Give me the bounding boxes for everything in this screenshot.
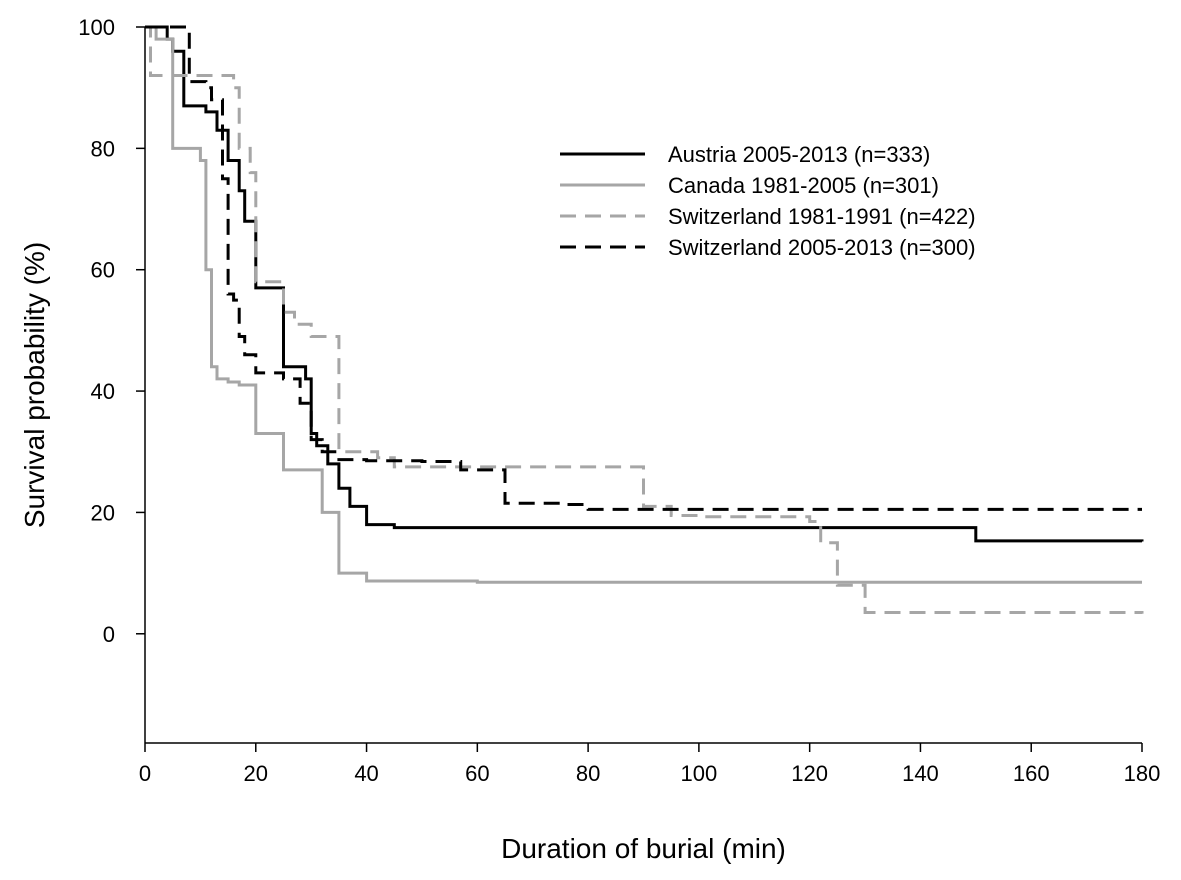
y-tick-label-60: 60	[91, 258, 115, 283]
legend-label-0: Austria 2005-2013 (n=333)	[668, 142, 930, 167]
y-tick-label-80: 80	[91, 136, 115, 161]
legend-label-2: Switzerland 1981-1991 (n=422)	[668, 204, 976, 229]
x-tick-label-80: 80	[576, 761, 600, 786]
series-line-2	[145, 25, 1144, 614]
x-tick-label-0: 0	[139, 761, 151, 786]
series-line-1	[145, 25, 1142, 584]
y-axis-title: Survival probability (%)	[19, 242, 50, 528]
x-tick-label-20: 20	[244, 761, 268, 786]
x-axis-title: Duration of burial (min)	[501, 833, 786, 864]
legend: Austria 2005-2013 (n=333) Canada 1981-200…	[560, 142, 976, 260]
y-tick-label-100: 100	[78, 15, 115, 40]
series-layer	[145, 25, 1144, 614]
legend-label-3: Switzerland 2005-2013 (n=300)	[668, 235, 976, 260]
legend-label-1: Canada 1981-2005 (n=301)	[668, 173, 939, 198]
x-tick-label-120: 120	[791, 761, 828, 786]
x-tick-label-60: 60	[465, 761, 489, 786]
y-tick-label-40: 40	[91, 379, 115, 404]
axes: 0 20 40 60 80 100 120 140 160 180 0 20 40 60 80 100	[78, 15, 1160, 786]
x-tick-label-160: 160	[1013, 761, 1050, 786]
x-tick-label-100: 100	[681, 761, 718, 786]
x-tick-label-180: 180	[1124, 761, 1161, 786]
y-tick-label-0: 0	[103, 622, 115, 647]
y-tick-label-20: 20	[91, 500, 115, 525]
series-line-3	[145, 25, 1142, 511]
x-tick-label-40: 40	[354, 761, 378, 786]
series-line-0	[145, 25, 1144, 543]
x-tick-label-140: 140	[902, 761, 939, 786]
